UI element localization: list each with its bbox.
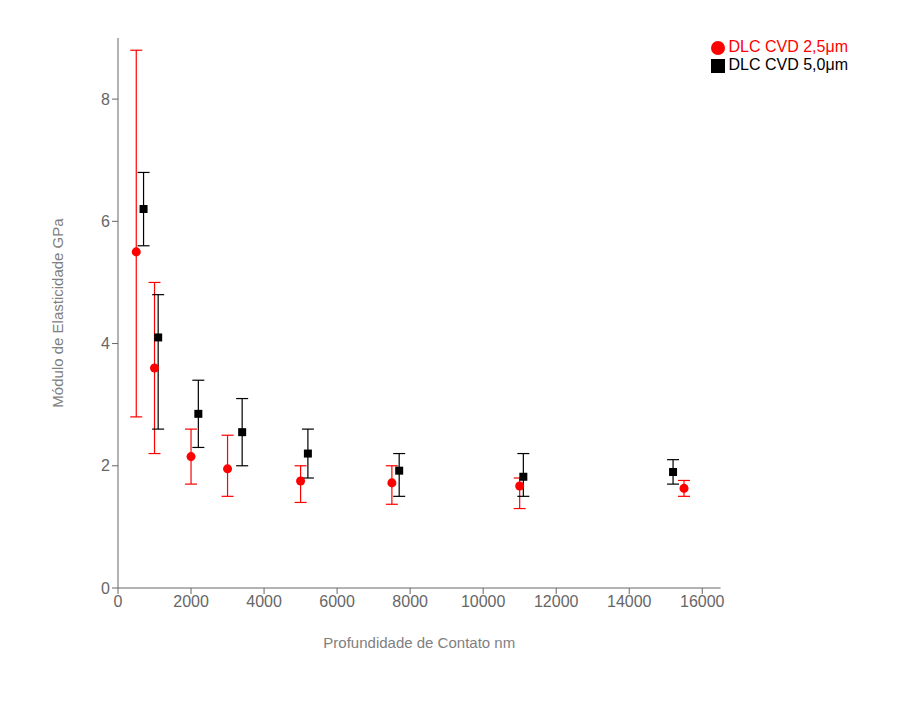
svg-text:10000: 10000 [461,593,506,610]
svg-text:8: 8 [101,91,110,108]
html-text:DLC CVD 5,0μm: DLC CVD 5,0μm [728,56,848,73]
svg-text:2: 2 [101,457,110,474]
svg-text:16000: 16000 [680,593,725,610]
html-text:DLC CVD 2,5μm: DLC CVD 2,5μm [728,38,848,55]
svg-text:2000: 2000 [173,593,209,610]
svg-text:4: 4 [101,335,110,352]
svg-text:6000: 6000 [319,593,355,610]
svg-text:4000: 4000 [246,593,282,610]
svg-text:Profundidade de Contato nm: Profundidade de Contato nm [323,634,515,651]
svg-text:6: 6 [101,213,110,230]
svg-text:8000: 8000 [392,593,428,610]
svg-text:0: 0 [101,580,110,597]
svg-text:14000: 14000 [607,593,652,610]
svg-text:0: 0 [114,593,123,610]
svg-text:Módulo de Elasticidade GPa: Módulo de Elasticidade GPa [49,218,66,408]
svg-text:12000: 12000 [534,593,579,610]
